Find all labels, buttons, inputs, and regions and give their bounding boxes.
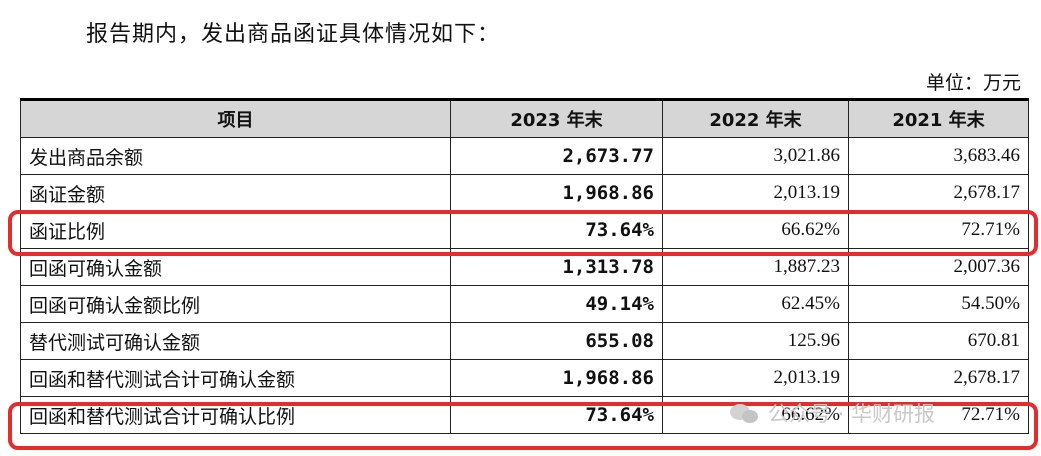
table-header-row: 项目 2023 年末 2022 年末 2021 年末 (20, 99, 1029, 138)
value-2022: 1,887.23 (662, 248, 849, 286)
value-2022: 3,021.86 (662, 137, 849, 175)
wechat-logo-icon (730, 402, 760, 424)
value-2021: 670.81 (848, 322, 1029, 360)
header-item: 项目 (20, 99, 451, 138)
confirmation-table: 项目 2023 年末 2022 年末 2021 年末 发出商品余额 2,673.… (20, 98, 1029, 434)
table-row: 回函可确认金额比例 49.14% 62.45% 54.50% (20, 285, 1029, 323)
watermark-text: 公众号 · 华财研报 (768, 402, 936, 426)
row-label: 函证比例 (20, 211, 451, 249)
intro-text: 报告期内，发出商品函证具体情况如下： (86, 22, 501, 47)
row-label: 回函和替代测试合计可确认金额 (20, 359, 451, 397)
value-2023: 2,673.77 (450, 137, 663, 175)
table-row: 函证比例 73.64% 66.62% 72.71% (20, 211, 1029, 249)
value-2022: 2,013.19 (662, 174, 849, 212)
unit-label: 单位：万元 (925, 72, 1021, 94)
row-label: 回函可确认金额 (20, 248, 451, 286)
value-2021: 2,678.17 (848, 359, 1029, 397)
table-row: 函证金额 1,968.86 2,013.19 2,678.17 (20, 174, 1029, 212)
row-label: 回函可确认金额比例 (20, 285, 451, 323)
table-row: 替代测试可确认金额 655.08 125.96 670.81 (20, 322, 1029, 360)
value-2022: 2,013.19 (662, 359, 849, 397)
row-label: 函证金额 (20, 174, 451, 212)
value-2022: 62.45% (662, 285, 849, 323)
value-2023: 1,968.86 (450, 174, 663, 212)
value-2021: 2,007.36 (848, 248, 1029, 286)
table-row: 回函可确认金额 1,313.78 1,887.23 2,007.36 (20, 248, 1029, 286)
value-2023: 655.08 (450, 322, 663, 360)
row-label: 替代测试可确认金额 (20, 322, 451, 360)
table-row: 回函和替代测试合计可确认金额 1,968.86 2,013.19 2,678.1… (20, 359, 1029, 397)
value-2023: 73.64% (450, 396, 663, 434)
value-2022: 125.96 (662, 322, 849, 360)
value-2021: 2,678.17 (848, 174, 1029, 212)
value-2021: 72.71% (848, 211, 1029, 249)
value-2022: 66.62% (662, 211, 849, 249)
row-label: 回函和替代测试合计可确认比例 (20, 396, 451, 434)
value-2023: 73.64% (450, 211, 663, 249)
header-2022: 2022 年末 (662, 99, 849, 138)
header-2021: 2021 年末 (848, 99, 1029, 138)
table-row: 发出商品余额 2,673.77 3,021.86 3,683.46 (20, 137, 1029, 175)
value-2023: 49.14% (450, 285, 663, 323)
row-label: 发出商品余额 (20, 137, 451, 175)
value-2021: 3,683.46 (848, 137, 1029, 175)
header-2023: 2023 年末 (450, 99, 663, 138)
value-2021: 54.50% (848, 285, 1029, 323)
value-2023: 1,968.86 (450, 359, 663, 397)
value-2023: 1,313.78 (450, 248, 663, 286)
watermark: 公众号 · 华财研报 (730, 398, 935, 428)
